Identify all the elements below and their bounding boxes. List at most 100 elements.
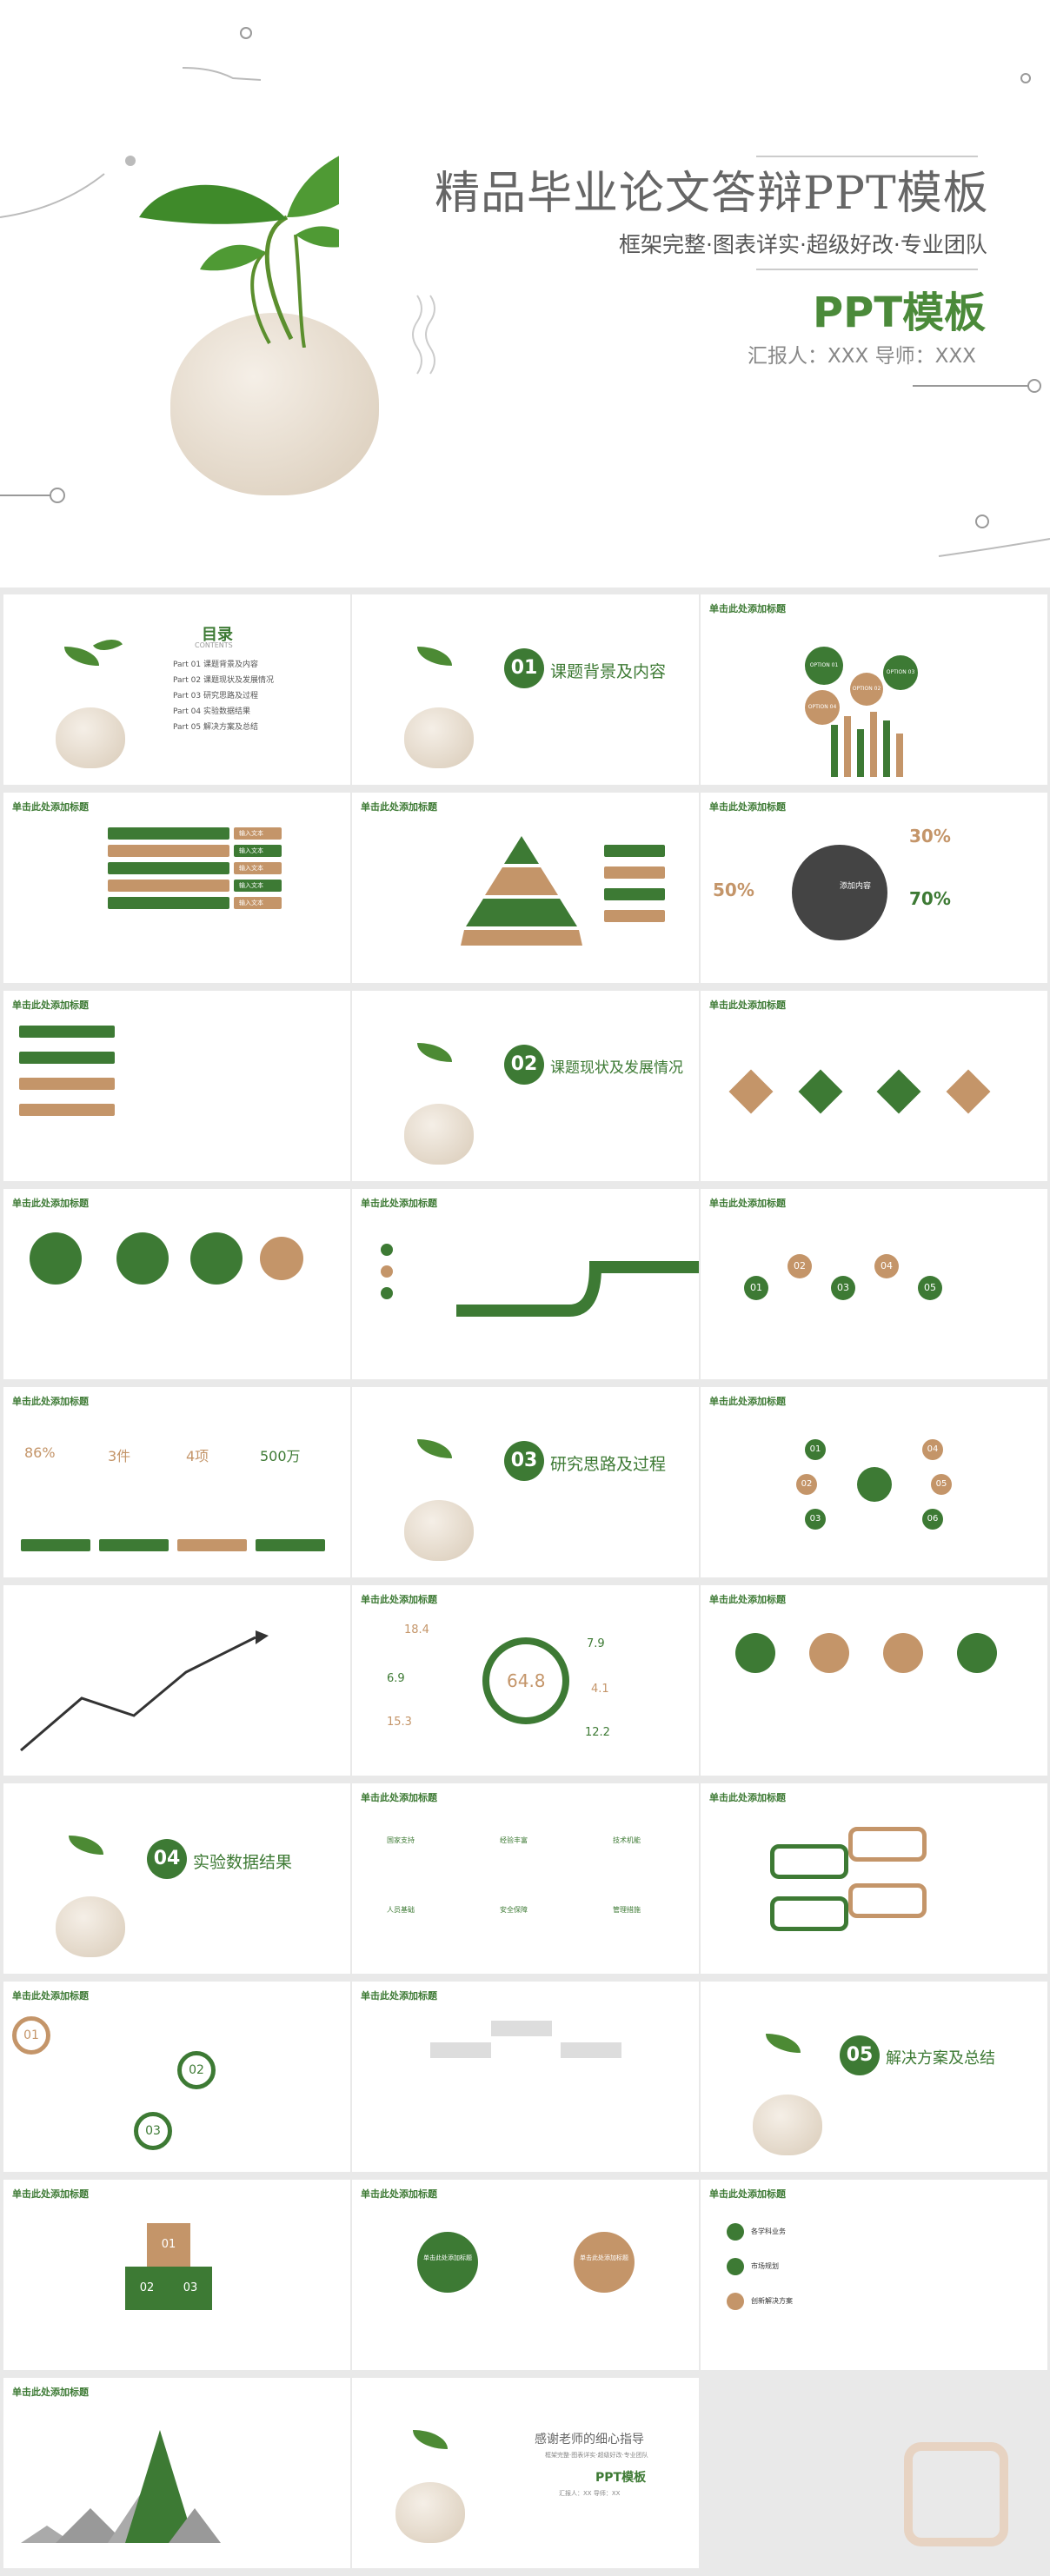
curve-path — [381, 1244, 699, 1317]
slide-section-02[interactable]: 02 课题现状及发展情况 — [352, 991, 699, 1181]
slide-header: 单击此处添加标题 — [709, 1396, 786, 1407]
egg-planter-image — [753, 2095, 822, 2155]
slide-thanks[interactable]: 感谢老师的细心指导 框架完整·图表详实·超级好改·专业团队 PPT模板 汇报人：… — [352, 2378, 699, 2568]
cover-reporter: 汇报人：XXX 导师：XXX — [748, 345, 976, 368]
slide-pyramid[interactable]: 单击此处添加标题 — [352, 793, 699, 983]
row-tag: 输入文本 — [234, 862, 282, 874]
toc-item[interactable]: Part 04 实验数据结果 — [173, 707, 250, 716]
slide-diamonds[interactable]: 单击此处添加标题 — [701, 991, 1047, 1181]
slide-header: 单击此处添加标题 — [12, 999, 89, 1011]
leaf-image — [93, 632, 123, 658]
slide-two-circles[interactable]: 单击此处添加标题 单击此处添加标题 单击此处添加标题 — [352, 2180, 699, 2370]
home-icon — [30, 1232, 82, 1285]
diamond — [728, 1069, 774, 1114]
slide-stopwatch[interactable]: 单击此处添加标题 30% 50% 70% 添加内容 — [701, 793, 1047, 983]
cover-title: 精品毕业论文答辩PPT模板 — [435, 168, 989, 220]
chart-icon — [190, 1232, 243, 1285]
egg-planter-image — [56, 1896, 125, 1957]
row-tag: 输入文本 — [234, 880, 282, 892]
slide-icon-grid[interactable]: 单击此处添加标题 国家支持 经验丰富 技术机能 人员基础 安全保障 管理措施 — [352, 1783, 699, 1974]
diamond — [798, 1069, 843, 1114]
grid-item: 管理措施 — [613, 1906, 641, 1914]
slide-four-circles[interactable]: 单击此处添加标题 — [701, 1585, 1047, 1776]
arrow-tag — [19, 1052, 115, 1064]
slide-header: 单击此处添加标题 — [709, 1198, 786, 1209]
ring-value: 4.1 — [591, 1683, 609, 1696]
slide-notebook-rows[interactable]: 单击此处添加标题 输入文本 输入文本 输入文本 输入文本 输入文本 — [3, 793, 350, 983]
slide-curve-timeline[interactable]: 单击此处添加标题 — [352, 1189, 699, 1379]
stat-bar — [21, 1539, 90, 1551]
stopwatch-graphic — [792, 845, 887, 940]
slide-track[interactable]: 单击此处添加标题 01 02 03 — [3, 1982, 350, 2172]
slide-mountain-chart[interactable]: 单击此处添加标题 — [3, 2378, 350, 2568]
cover-slide[interactable]: 精品毕业论文答辩PPT模板 框架完整·图表详实·超级好改·专业团队 PPT模板 … — [0, 0, 1050, 588]
flow-box — [430, 2042, 491, 2058]
section-title: 实验数据结果 — [193, 1853, 293, 1872]
slide-zigzag[interactable]: 单击此处添加标题 01 02 03 04 05 — [701, 1189, 1047, 1379]
option-circle: OPTION 02 — [850, 673, 883, 706]
list-icon — [727, 2293, 744, 2310]
slide-gears[interactable]: 单击此处添加标题 — [3, 1189, 350, 1379]
ring-value: 12.2 — [585, 1726, 610, 1739]
pct-c: 70% — [909, 888, 951, 909]
pyramid-label — [604, 888, 665, 900]
stat-value: 4项 — [186, 1448, 209, 1464]
hub-node: 05 — [931, 1474, 952, 1495]
toc-item[interactable]: Part 05 解决方案及总结 — [173, 723, 258, 732]
slide-section-01[interactable]: 01 课题背景及内容 — [352, 594, 699, 785]
pyramid-label — [604, 866, 665, 879]
slide-header: 单击此处添加标题 — [12, 2387, 89, 2398]
pct-a: 30% — [909, 826, 951, 846]
gear-icon — [260, 1237, 303, 1280]
slide-section-04[interactable]: 04 实验数据结果 — [3, 1783, 350, 1974]
hub-node: 01 — [805, 1439, 826, 1460]
leaf-image — [413, 2430, 448, 2449]
item-circle — [735, 1633, 775, 1673]
row-bar — [108, 862, 229, 874]
hex-cell: 01 — [147, 2223, 190, 2267]
option-circle: OPTION 01 — [805, 647, 843, 685]
slide-options-pencils[interactable]: 单击此处添加标题 OPTION 01 OPTION 02 OPTION 03 O… — [701, 594, 1047, 785]
section-title: 课题现状及发展情况 — [550, 1059, 683, 1077]
toc-item[interactable]: Part 03 研究思路及过程 — [173, 692, 258, 700]
list-icon — [727, 2223, 744, 2241]
hub-node: 06 — [922, 1509, 943, 1530]
row-bar — [108, 880, 229, 892]
slide-header: 单击此处添加标题 — [709, 801, 786, 813]
slide-header: 单击此处添加标题 — [361, 2188, 437, 2200]
grid-item: 安全保障 — [500, 1906, 528, 1914]
pyramid-label — [604, 910, 665, 922]
leaf-image — [766, 2034, 801, 2053]
grid-item: 人员基础 — [387, 1906, 415, 1914]
arrow-graphic — [20, 1630, 269, 1752]
chain-box — [848, 1827, 927, 1862]
toc-item[interactable]: Part 01 课题背景及内容 — [173, 661, 258, 669]
hub-center — [857, 1467, 892, 1502]
arrow-tag — [19, 1104, 115, 1116]
list-label: 创新解决方案 — [751, 2297, 793, 2305]
slide-hub-circles[interactable]: 单击此处添加标题 01 02 03 04 05 06 — [701, 1387, 1047, 1577]
section-number-badge: 05 — [840, 2035, 880, 2075]
toc-title: 目录 — [202, 626, 233, 644]
slide-flow-boxes[interactable]: 单击此处添加标题 — [352, 1982, 699, 2172]
slide-hexagons[interactable]: 单击此处添加标题 01 02 03 — [3, 2180, 350, 2370]
leaf-image — [69, 1836, 103, 1855]
slide-ring-values[interactable]: 单击此处添加标题 64.8 18.4 7.9 6.9 4.1 15.3 12.2 — [352, 1585, 699, 1776]
slide-section-05[interactable]: 05 解决方案及总结 — [701, 1982, 1047, 2172]
thanks-subtitle: 框架完整·图表详实·超级好改·专业团队 — [545, 2452, 648, 2459]
item-circle — [957, 1633, 997, 1673]
slide-header: 单击此处添加标题 — [361, 801, 437, 813]
slide-chain-boxes[interactable]: 单击此处添加标题 — [701, 1783, 1047, 1974]
slide-climber[interactable] — [3, 1585, 350, 1776]
egg-planter-image — [170, 313, 379, 495]
slide-list-icons[interactable]: 单击此处添加标题 各学科业务 市场规划 创新解决方案 — [701, 2180, 1047, 2370]
slide-toc[interactable]: 目录 CONTENTS Part 01 课题背景及内容 Part 02 课题现状… — [3, 594, 350, 785]
section-number-badge: 02 — [504, 1045, 544, 1085]
slide-section-03[interactable]: 03 研究思路及过程 — [352, 1387, 699, 1577]
slide-stats[interactable]: 单击此处添加标题 86% 3件 4项 500万 — [3, 1387, 350, 1577]
toc-item[interactable]: Part 02 课题现状及发展情况 — [173, 676, 274, 685]
arrow-tag — [19, 1078, 115, 1090]
slide-arrow-tags[interactable]: 单击此处添加标题 — [3, 991, 350, 1181]
toc-list: Part 01 课题背景及内容 Part 02 课题现状及发展情况 Part 0… — [173, 657, 274, 735]
right-circle: 单击此处添加标题 — [574, 2232, 635, 2293]
